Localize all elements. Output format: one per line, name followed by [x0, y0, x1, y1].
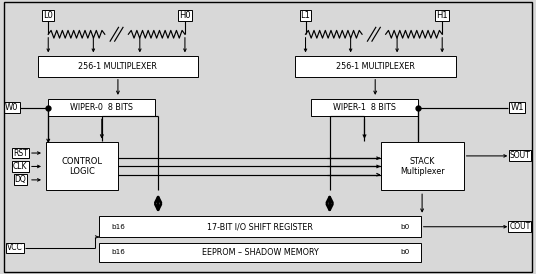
Text: L0: L0 — [43, 11, 53, 19]
FancyBboxPatch shape — [381, 142, 464, 190]
FancyBboxPatch shape — [295, 56, 456, 77]
FancyBboxPatch shape — [38, 56, 198, 77]
FancyBboxPatch shape — [99, 243, 421, 262]
Text: WIPER-0  8 BITS: WIPER-0 8 BITS — [70, 103, 133, 112]
Text: H0: H0 — [179, 11, 191, 19]
Text: COUT: COUT — [509, 222, 531, 231]
Text: H1: H1 — [436, 11, 448, 19]
FancyBboxPatch shape — [311, 99, 418, 116]
Text: STACK
Multiplexer: STACK Multiplexer — [400, 157, 444, 176]
Text: b16: b16 — [111, 249, 125, 255]
FancyBboxPatch shape — [48, 99, 155, 116]
Text: VCC: VCC — [7, 244, 23, 252]
FancyBboxPatch shape — [46, 142, 118, 190]
Text: b0: b0 — [400, 249, 410, 255]
Text: 17-BIT I/O SHIFT REGISTER: 17-BIT I/O SHIFT REGISTER — [207, 222, 313, 231]
Text: RST: RST — [13, 149, 28, 158]
Text: SOUT: SOUT — [510, 152, 530, 160]
Text: CONTROL
LOGIC: CONTROL LOGIC — [61, 157, 102, 176]
Text: CLK: CLK — [13, 162, 28, 171]
Text: b16: b16 — [111, 224, 125, 230]
Text: 256-1 MULTIPLEXER: 256-1 MULTIPLEXER — [336, 62, 415, 71]
Text: WIPER-1  8 BITS: WIPER-1 8 BITS — [333, 103, 396, 112]
Text: 256-1 MULTIPLEXER: 256-1 MULTIPLEXER — [78, 62, 158, 71]
Text: EEPROM – SHADOW MEMORY: EEPROM – SHADOW MEMORY — [202, 248, 318, 257]
Text: b0: b0 — [400, 224, 410, 230]
Text: W1: W1 — [510, 103, 524, 112]
Text: DQ: DQ — [14, 175, 26, 184]
Text: L1: L1 — [301, 11, 310, 19]
Text: W0: W0 — [5, 103, 19, 112]
FancyBboxPatch shape — [99, 216, 421, 237]
